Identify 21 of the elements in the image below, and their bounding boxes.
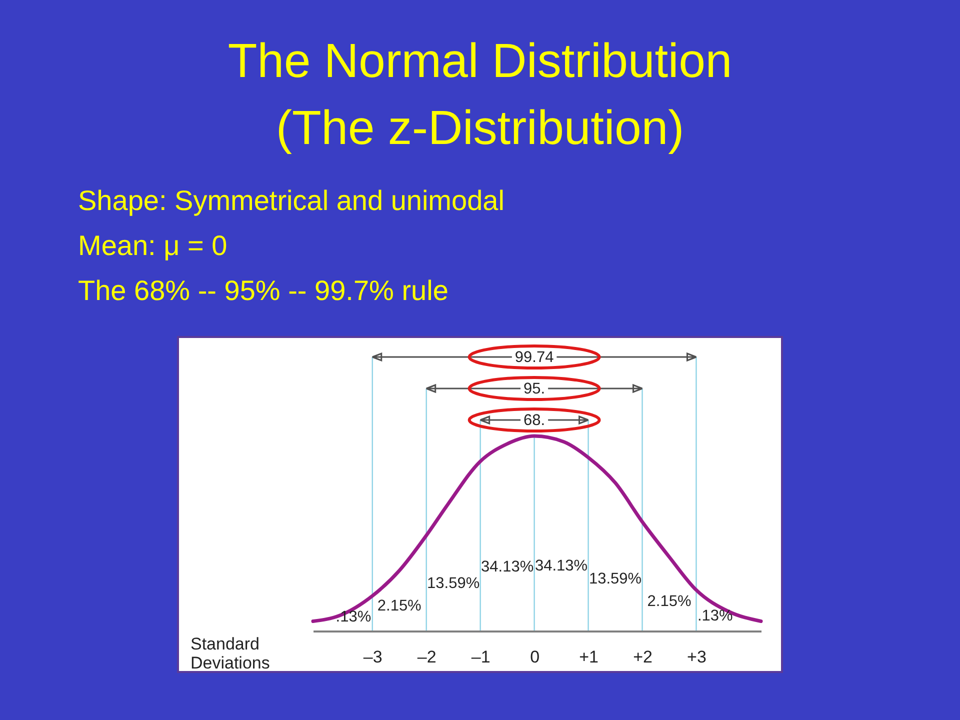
annotation: 34.13%	[535, 558, 588, 575]
x-tick-label: +2	[633, 648, 652, 666]
chart-title: The Normal Distribution (The z-Distribution)	[228, 35, 732, 155]
text: 68.	[524, 412, 546, 429]
annotation: .13%	[697, 607, 733, 624]
text: 95.	[524, 380, 546, 398]
annotation: 34.13%	[481, 558, 534, 576]
annotation: 2.15%	[647, 593, 692, 610]
annotation: 13.59%	[588, 570, 642, 588]
x-tick-label: –2	[417, 648, 436, 666]
annotation: 2.15%	[377, 597, 422, 614]
x-tick-label: +3	[687, 648, 706, 666]
x-tick-label: –1	[471, 648, 490, 666]
text: 99.74	[514, 349, 554, 366]
chart-subtitle: Shape: Symmetrical and unimodal Mean: μ = 0 The 68% -- 95% -- 99.7% rule	[78, 185, 504, 306]
x-tick-label: 0	[530, 648, 540, 666]
x-axis-title: Standard Deviations	[190, 634, 270, 672]
annotation: 13.59%	[427, 574, 480, 592]
annotation: .13%	[336, 608, 372, 626]
x-tick-label: –3	[363, 648, 382, 666]
x-tick-label: +1	[579, 648, 598, 666]
